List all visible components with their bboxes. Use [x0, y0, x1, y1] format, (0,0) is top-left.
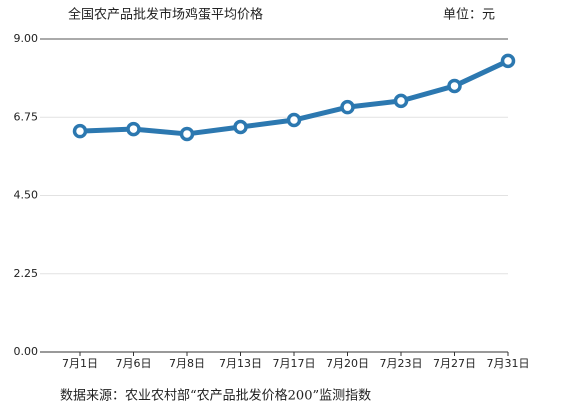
chart-title: 全国农产品批发市场鸡蛋平均价格 — [68, 7, 263, 23]
x-tick-label: 7月23日 — [380, 357, 423, 370]
x-tick-label: 7月27日 — [433, 357, 476, 370]
point — [233, 119, 248, 135]
y-tick-label: 4.50 — [14, 189, 39, 202]
point — [286, 112, 302, 128]
y-tick-label: 9.00 — [14, 32, 39, 45]
x-tick-label: 7月8日 — [169, 357, 205, 370]
x-tick-label: 7月6日 — [116, 357, 152, 370]
y-tick-label: 2.25 — [14, 267, 39, 280]
x-tick-label: 7月20日 — [326, 357, 369, 370]
point — [500, 53, 516, 69]
x-tick-label: 7月1日 — [62, 357, 98, 370]
point — [72, 123, 88, 139]
point — [393, 93, 409, 109]
point — [179, 126, 195, 142]
y-tick-label: 6.75 — [14, 110, 39, 123]
y-tick-label: 0.00 — [14, 345, 39, 358]
source-note: 数据来源：农业农村部“农产品批发价格200”监测指数 — [60, 388, 371, 404]
unit-label: 单位：元 — [443, 8, 495, 23]
point — [126, 121, 141, 137]
point — [340, 99, 355, 115]
x-tick-label: 7月13日 — [219, 357, 262, 370]
x-tick-label: 7月31日 — [487, 357, 530, 370]
x-tick-label: 7月17日 — [273, 357, 316, 370]
point — [447, 78, 462, 94]
